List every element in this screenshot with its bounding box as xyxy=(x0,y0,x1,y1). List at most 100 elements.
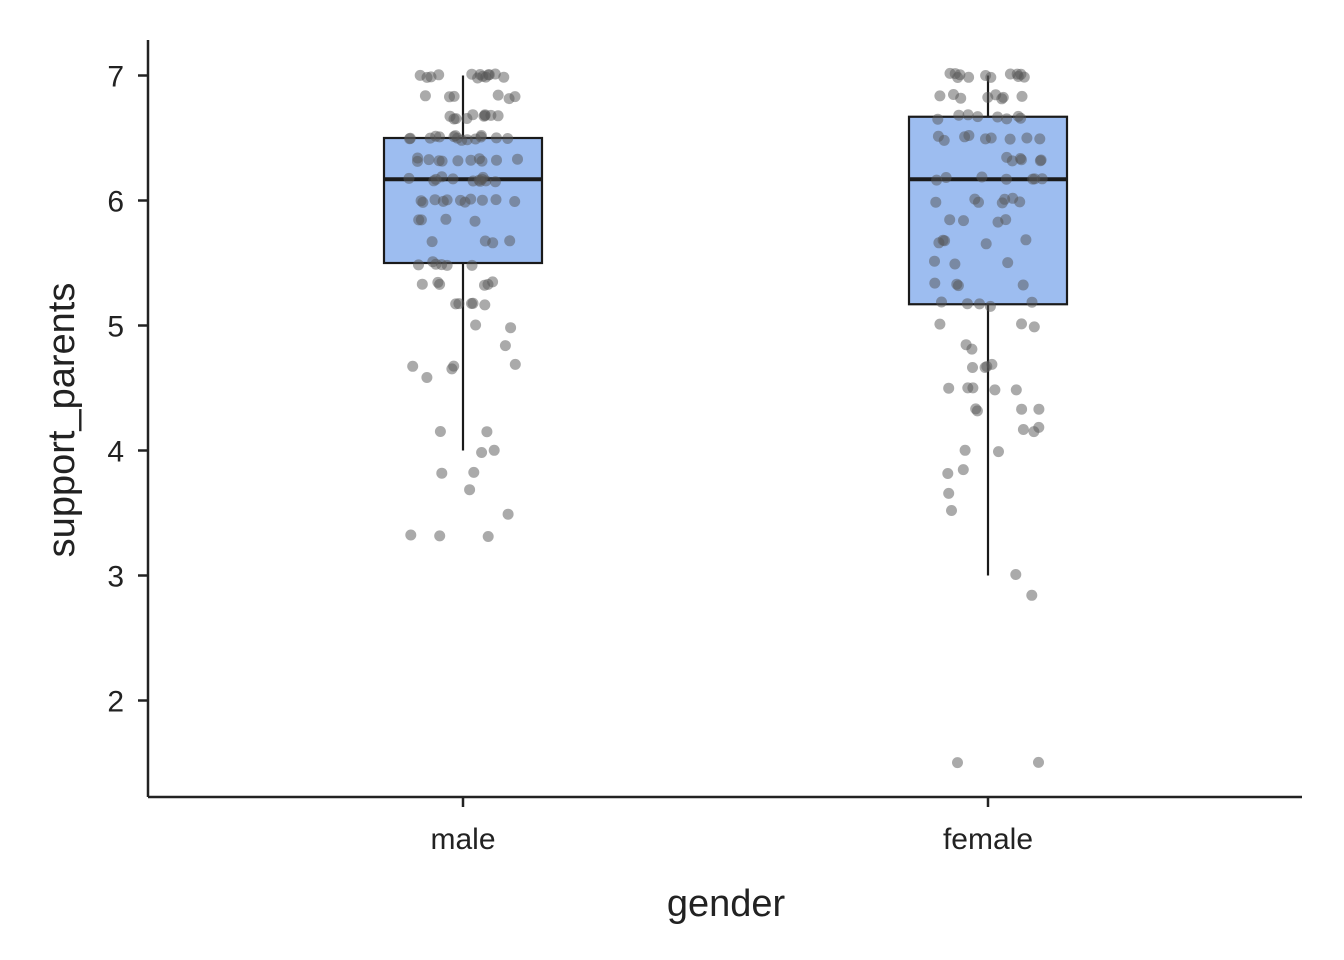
data-point xyxy=(482,531,494,542)
data-point xyxy=(488,444,500,456)
box-female xyxy=(907,75,1069,576)
data-point xyxy=(930,196,942,208)
data-point xyxy=(1028,321,1040,333)
data-point xyxy=(482,69,494,81)
data-point xyxy=(470,319,482,331)
data-point xyxy=(448,360,460,372)
data-point xyxy=(430,173,442,185)
data-point xyxy=(468,466,480,478)
data-point xyxy=(1021,132,1033,144)
data-point xyxy=(955,92,967,104)
data-point xyxy=(952,280,964,292)
data-point xyxy=(957,464,969,476)
data-point xyxy=(1017,279,1029,291)
data-point xyxy=(980,238,992,250)
data-point xyxy=(958,215,969,227)
data-point xyxy=(509,196,521,207)
data-point xyxy=(1016,318,1027,330)
y-tick-label: 7 xyxy=(107,61,124,94)
data-point xyxy=(432,276,444,288)
data-point xyxy=(434,426,446,437)
data-point xyxy=(960,339,972,351)
y-tick-label: 3 xyxy=(107,561,124,594)
data-point xyxy=(993,446,1004,458)
data-point xyxy=(952,757,963,769)
data-point xyxy=(980,70,992,81)
data-point xyxy=(962,382,974,394)
data-point xyxy=(931,174,943,186)
data-point xyxy=(487,276,499,288)
data-point xyxy=(943,382,955,394)
data-point xyxy=(1015,112,1027,124)
data-point xyxy=(467,109,479,121)
data-point xyxy=(1002,257,1014,269)
data-point xyxy=(440,213,452,225)
data-point xyxy=(976,171,988,183)
tick-labels: 2 3 4 5 6 7 male female xyxy=(107,61,1033,857)
data-point xyxy=(992,111,1004,123)
data-point xyxy=(509,91,521,103)
data-point xyxy=(970,403,982,415)
data-point xyxy=(492,110,504,122)
data-point xyxy=(1007,192,1019,204)
data-point xyxy=(997,91,1009,103)
data-point xyxy=(476,194,488,206)
data-point xyxy=(929,277,941,289)
data-point xyxy=(413,259,424,271)
data-point xyxy=(953,109,965,121)
data-point xyxy=(441,194,453,206)
data-point xyxy=(932,113,944,125)
data-point xyxy=(492,89,504,101)
data-point xyxy=(405,529,417,541)
data-point xyxy=(1010,569,1022,580)
y-axis-title: support_parents xyxy=(41,283,83,558)
data-point xyxy=(1010,384,1022,396)
data-point xyxy=(1000,173,1012,185)
data-point xyxy=(489,176,501,188)
data-point xyxy=(1001,151,1013,163)
data-point xyxy=(944,214,956,226)
data-point xyxy=(1026,589,1038,601)
data-point xyxy=(973,196,984,208)
data-point xyxy=(436,259,448,271)
y-tick-label: 6 xyxy=(107,186,124,219)
y-tick-label: 4 xyxy=(107,436,124,469)
data-point xyxy=(469,215,481,227)
data-point xyxy=(475,131,487,143)
data-point xyxy=(464,484,476,496)
data-point xyxy=(961,298,973,310)
data-point xyxy=(412,152,424,164)
data-point xyxy=(1000,214,1012,226)
data-point xyxy=(929,255,940,267)
data-point xyxy=(999,193,1011,205)
data-point xyxy=(959,444,971,456)
data-point xyxy=(479,235,491,247)
data-point xyxy=(989,384,1001,396)
data-point xyxy=(1016,403,1028,415)
data-point xyxy=(1026,296,1038,308)
data-point xyxy=(938,134,950,146)
data-point xyxy=(962,109,974,121)
data-point xyxy=(424,132,436,144)
data-point xyxy=(423,154,435,166)
data-point xyxy=(452,155,464,167)
data-point xyxy=(450,298,462,310)
x-axis-title: gender xyxy=(667,883,786,925)
data-point xyxy=(415,214,427,226)
data-point xyxy=(476,155,488,167)
data-point xyxy=(1011,68,1023,80)
x-tick-label: female xyxy=(943,823,1033,856)
boxes xyxy=(382,75,1069,576)
data-point xyxy=(1020,234,1032,246)
data-point xyxy=(943,487,955,499)
data-point xyxy=(447,173,459,185)
data-point xyxy=(946,505,957,516)
data-point xyxy=(954,69,966,81)
x-tick-label: male xyxy=(430,823,495,856)
data-point xyxy=(456,134,468,146)
data-point xyxy=(419,90,431,102)
data-point xyxy=(499,340,511,352)
data-point xyxy=(433,69,445,81)
data-point xyxy=(490,194,502,206)
